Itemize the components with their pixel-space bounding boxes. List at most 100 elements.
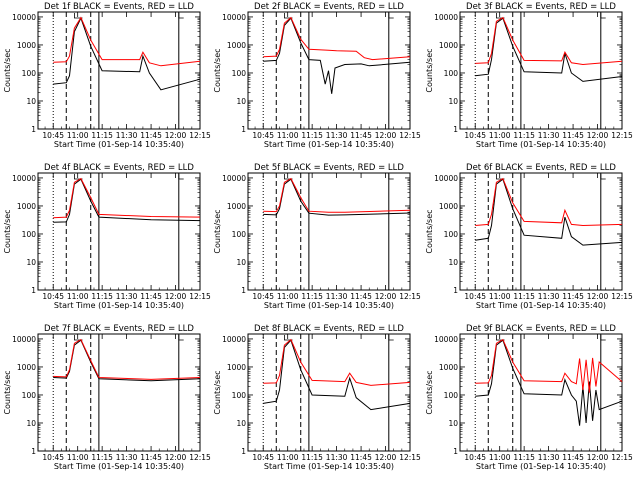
x-axis-label: Start Time (01-Sep-14 10:35:40): [54, 140, 184, 149]
x-tick-label: 12:00: [587, 453, 609, 462]
series-events: [263, 17, 411, 94]
interval-bracket: [388, 174, 394, 180]
x-tick-label: 11:00: [277, 131, 299, 140]
y-tick-label: 100: [22, 230, 37, 239]
interval-bracket: [496, 335, 505, 341]
x-tick-label: 10:45: [464, 131, 486, 140]
y-tick-label: 1: [241, 286, 246, 295]
x-tick-label: 12:15: [189, 292, 211, 301]
interval-bracket: [600, 13, 606, 19]
x-tick-label: 10:45: [464, 453, 486, 462]
x-tick-label: 10:45: [252, 453, 274, 462]
x-tick-label: 11:30: [116, 453, 138, 462]
x-tick-label: 10:45: [42, 292, 64, 301]
panel-6: Det 6f BLACK = Events, RED = LLD 1 10 100 10…: [425, 163, 633, 310]
interval-bracket: [388, 335, 394, 341]
x-tick-label: 12:15: [189, 453, 211, 462]
y-axis-label: Counts/sec: [213, 209, 222, 253]
y-tick-label: 10000: [434, 174, 458, 183]
y-tick-label: 100: [22, 391, 37, 400]
y-tick-label: 10000: [222, 174, 246, 183]
y-tick-label: 1000: [439, 363, 458, 372]
interval-bracket: [284, 335, 293, 341]
x-tick-label: 10:45: [42, 453, 64, 462]
panel-8: Det 8f BLACK = Events, RED = LLD 1 10 100 10…: [213, 324, 421, 471]
y-tick-label: 1: [31, 125, 36, 134]
panel-1: Det 1f BLACK = Events, RED = LLD 1 10 100 10…: [3, 2, 211, 149]
x-tick-label: 12:15: [611, 131, 633, 140]
series-events: [475, 339, 623, 426]
y-tick-label: 100: [444, 69, 459, 78]
x-tick-label: 11:45: [140, 131, 162, 140]
y-tick-label: 10000: [434, 13, 458, 22]
panel-7: Det 7f BLACK = Events, RED = LLD 1 10 100 10…: [3, 324, 211, 471]
x-tick-label: 12:15: [399, 292, 421, 301]
y-tick-label: 1000: [227, 363, 246, 372]
panel-3: Det 3f BLACK = Events, RED = LLD 1 10 100 10…: [425, 2, 633, 149]
x-tick-label: 11:45: [140, 292, 162, 301]
x-tick-label: 11:45: [562, 131, 584, 140]
panel-title: Det 2f BLACK = Events, RED = LLD: [254, 2, 404, 12]
x-tick-label: 10:45: [464, 292, 486, 301]
y-tick-label: 100: [232, 230, 247, 239]
y-tick-label: 10000: [222, 335, 246, 344]
series-lld: [263, 16, 411, 61]
plot-frame: [37, 172, 201, 291]
x-tick-label: 11:30: [116, 292, 138, 301]
interval-bracket: [284, 13, 293, 19]
y-tick-label: 10: [448, 258, 458, 267]
x-axis-label: Start Time (01-Sep-14 10:35:40): [264, 301, 394, 310]
y-axis-label: Counts/sec: [3, 48, 12, 92]
y-tick-label: 1000: [17, 41, 36, 50]
x-tick-label: 11:30: [326, 131, 348, 140]
y-tick-label: 10: [26, 419, 36, 428]
x-tick-label: 11:45: [350, 131, 372, 140]
plot-frame: [459, 172, 623, 291]
y-axis-label: Counts/sec: [213, 48, 222, 92]
y-tick-label: 10: [236, 419, 246, 428]
series-lld: [53, 338, 201, 380]
x-tick-label: 11:15: [513, 292, 535, 301]
panel-title: Det 5f BLACK = Events, RED = LLD: [254, 163, 404, 173]
y-tick-label: 1: [453, 447, 458, 456]
y-tick-label: 100: [232, 69, 247, 78]
x-axis-label: Start Time (01-Sep-14 10:35:40): [476, 140, 606, 149]
interval-bracket: [178, 335, 184, 341]
interval-bracket: [284, 174, 293, 180]
y-tick-label: 10: [26, 258, 36, 267]
x-tick-label: 11:00: [67, 292, 89, 301]
series-lld: [53, 16, 201, 67]
x-tick-label: 11:15: [91, 453, 113, 462]
x-tick-label: 11:15: [301, 292, 323, 301]
x-tick-label: 12:15: [399, 131, 421, 140]
y-axis-label: Counts/sec: [3, 370, 12, 414]
y-tick-label: 1: [31, 286, 36, 295]
x-axis-label: Start Time (01-Sep-14 10:35:40): [476, 301, 606, 310]
panel-4: Det 4f BLACK = Events, RED = LLD 1 10 100 10…: [3, 163, 211, 310]
y-tick-label: 1000: [227, 41, 246, 50]
panel-5: Det 5f BLACK = Events, RED = LLD 1 10 100 10…: [213, 163, 421, 310]
y-axis-label: Counts/sec: [425, 209, 434, 253]
series-lld: [53, 177, 201, 219]
x-tick-label: 11:45: [562, 453, 584, 462]
interval-bracket: [74, 335, 83, 341]
y-tick-label: 1000: [17, 202, 36, 211]
interval-bracket: [74, 13, 83, 19]
x-tick-label: 11:45: [350, 453, 372, 462]
y-tick-label: 1: [241, 125, 246, 134]
x-tick-label: 11:00: [67, 453, 89, 462]
series-events: [475, 17, 623, 82]
panel-title: Det 6f BLACK = Events, RED = LLD: [466, 163, 616, 173]
y-tick-label: 1000: [439, 41, 458, 50]
y-tick-label: 10: [448, 419, 458, 428]
x-tick-label: 12:00: [165, 453, 187, 462]
panel-title: Det 8f BLACK = Events, RED = LLD: [254, 324, 404, 334]
y-tick-label: 1000: [17, 363, 36, 372]
panel-2: Det 2f BLACK = Events, RED = LLD 1 10 100 10…: [213, 2, 421, 149]
series-events: [475, 178, 623, 246]
y-tick-label: 1000: [227, 202, 246, 211]
series-lld: [475, 16, 623, 66]
plot-frame: [247, 172, 411, 291]
series-lld: [475, 177, 623, 227]
x-tick-label: 12:00: [375, 131, 397, 140]
